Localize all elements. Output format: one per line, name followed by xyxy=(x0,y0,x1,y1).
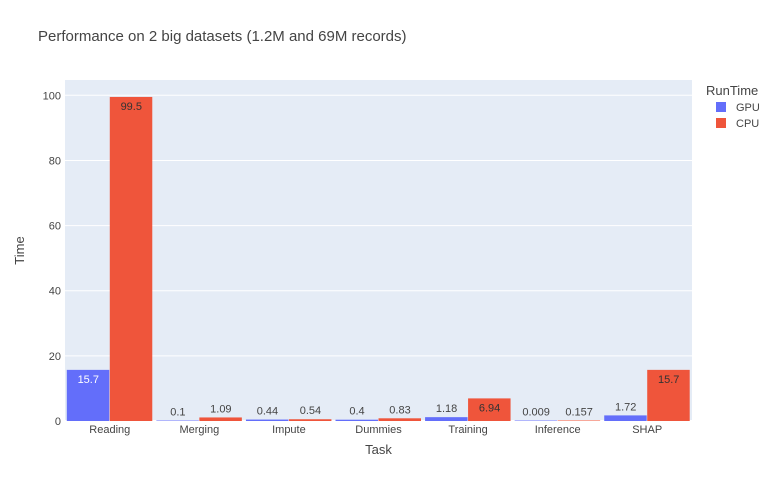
y-tick-label: 60 xyxy=(49,221,61,233)
bar-gpu[interactable] xyxy=(66,369,110,421)
data-label: 1.09 xyxy=(210,403,231,415)
x-axis-title: Task xyxy=(365,442,392,457)
y-tick-label: 80 xyxy=(49,155,61,167)
data-label: 0.009 xyxy=(522,407,550,419)
y-tick-label: 20 xyxy=(49,351,61,363)
x-axis-ticks: Reading Merging Impute Dummies Training Infer… xyxy=(89,424,662,436)
legend-label: CPU xyxy=(736,118,759,130)
data-label: 99.5 xyxy=(121,101,142,113)
data-label: 0.83 xyxy=(389,404,410,416)
legend-title: RunTime xyxy=(706,83,758,98)
bar-gpu[interactable] xyxy=(425,417,468,421)
bar-cpu[interactable] xyxy=(468,398,511,421)
bar-gpu[interactable] xyxy=(245,419,289,421)
y-tick-label: 100 xyxy=(43,90,61,102)
bar-gpu[interactable] xyxy=(514,420,558,422)
bar-cpu[interactable] xyxy=(378,418,421,421)
legend-item-gpu[interactable]: GPU xyxy=(716,102,760,114)
data-label: 6.94 xyxy=(479,402,500,414)
bar-gpu[interactable] xyxy=(604,415,647,421)
data-label: 15.7 xyxy=(658,374,679,386)
y-tick-label: 0 xyxy=(55,416,61,428)
data-label: 1.18 xyxy=(436,403,457,415)
chart-title: Performance on 2 big datasets (1.2M and … xyxy=(38,28,407,45)
data-label: 15.7 xyxy=(78,374,99,386)
bar-cpu[interactable] xyxy=(109,96,153,421)
x-tick-label: Training xyxy=(448,424,487,436)
bar-cpu[interactable] xyxy=(199,417,242,421)
bar-gpu[interactable] xyxy=(335,419,378,421)
x-tick-label: Reading xyxy=(89,424,130,436)
data-label: 1.72 xyxy=(615,401,636,413)
bar-cpu[interactable] xyxy=(557,420,601,421)
data-label: 0.44 xyxy=(257,406,278,418)
legend[interactable]: RunTime GPU CPU xyxy=(706,83,760,130)
data-label: 0.157 xyxy=(565,406,593,418)
y-axis-ticks: 0 20 40 60 80 100 xyxy=(43,90,61,428)
data-label: 0.4 xyxy=(349,406,364,418)
bars xyxy=(66,96,690,422)
data-label: 0.54 xyxy=(300,405,321,417)
bar-cpu[interactable] xyxy=(647,369,690,421)
legend-label: GPU xyxy=(736,102,760,114)
data-label: 0.1 xyxy=(170,407,185,419)
x-tick-label: Merging xyxy=(179,424,219,436)
bar-cpu[interactable] xyxy=(288,419,332,421)
y-tick-label: 40 xyxy=(49,286,61,298)
x-tick-label: SHAP xyxy=(632,424,662,436)
legend-swatch xyxy=(716,102,726,112)
bar-gpu[interactable] xyxy=(156,420,199,422)
data-labels: 15.7 99.5 0.1 1.09 0.44 0.54 0.4 0.83 1.18 6.94 0.… xyxy=(78,101,680,419)
legend-item-cpu[interactable]: CPU xyxy=(716,118,759,130)
x-tick-label: Impute xyxy=(272,424,306,436)
plot-area xyxy=(65,80,692,421)
x-tick-label: Inference xyxy=(535,424,581,436)
x-tick-label: Dummies xyxy=(355,424,402,436)
legend-swatch xyxy=(716,118,726,128)
y-axis-title: Time xyxy=(12,236,27,264)
